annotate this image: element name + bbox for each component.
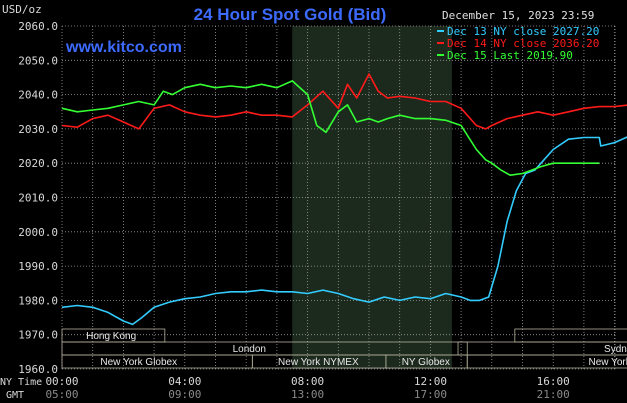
x-tick-label-gmt: 17:00	[414, 388, 447, 401]
chart-title: 24 Hour Spot Gold (Bid)	[194, 5, 387, 24]
ny-time-row-label: NY Time	[0, 377, 42, 388]
x-tick-label-gmt: 09:00	[168, 388, 201, 401]
session-box-sydney	[457, 341, 627, 356]
session-label-ny-globex-2: NY Globex	[402, 357, 450, 368]
legend-entry-3: Dec 15 Last 2019.90	[447, 49, 573, 62]
x-tick-label-ny: 00:00	[45, 375, 78, 388]
y-tick-label: 2010.0	[18, 192, 58, 205]
session-box-ny-globex-3	[466, 354, 627, 369]
legend-entry-2: Dec 14 NY close 2036.20	[447, 37, 599, 50]
x-tick-label-ny: 04:00	[168, 375, 201, 388]
overlap-session-band	[292, 26, 452, 369]
session-box-hong-kong-2	[514, 328, 627, 343]
series-line-2	[61, 73, 627, 130]
y-tick-label: 1990.0	[18, 260, 58, 273]
watermark-text: www.kitco.com	[65, 39, 182, 56]
x-tick-label-gmt: 21:00	[537, 388, 570, 401]
session-label-sydney: Sydney	[604, 344, 627, 355]
chart-date-label: December 15, 2023 23:59	[442, 9, 594, 22]
x-tick-label-ny: 12:00	[414, 375, 447, 388]
series-line-1	[61, 136, 627, 326]
x-tick-label-gmt: 13:00	[291, 388, 324, 401]
series-line-3	[61, 80, 600, 176]
y-tick-label: 2020.0	[18, 157, 58, 170]
session-label-london: London	[233, 344, 266, 355]
x-tick-label-gmt: 05:00	[45, 388, 78, 401]
y-tick-label: 2040.0	[18, 89, 58, 102]
session-label-ny-nymex: New York NYMEX	[278, 357, 359, 368]
y-tick-label: 1970.0	[18, 329, 58, 342]
y-tick-label: 2030.0	[18, 123, 58, 136]
y-tick-label: 1980.0	[18, 294, 58, 307]
y-tick-label: 2050.0	[18, 54, 58, 67]
y-tick-label: 1960.0	[18, 363, 58, 376]
x-tick-label-ny: 08:00	[291, 375, 324, 388]
session-label-ny-globex-3: New York Globex	[589, 357, 627, 368]
legend-entry-1: Dec 13 NY close 2027.20	[447, 25, 599, 38]
gmt-row-label: GMT	[6, 390, 24, 401]
y-tick-label: 2000.0	[18, 226, 58, 239]
session-label-hong-kong-1: Hong Kong	[86, 331, 136, 342]
x-tick-label-ny: 16:00	[537, 375, 570, 388]
session-label-ny-globex-1: New York Globex	[100, 357, 177, 368]
y-tick-label: 2060.0	[18, 20, 58, 33]
y-axis-unit-label: USD/oz	[2, 3, 42, 16]
